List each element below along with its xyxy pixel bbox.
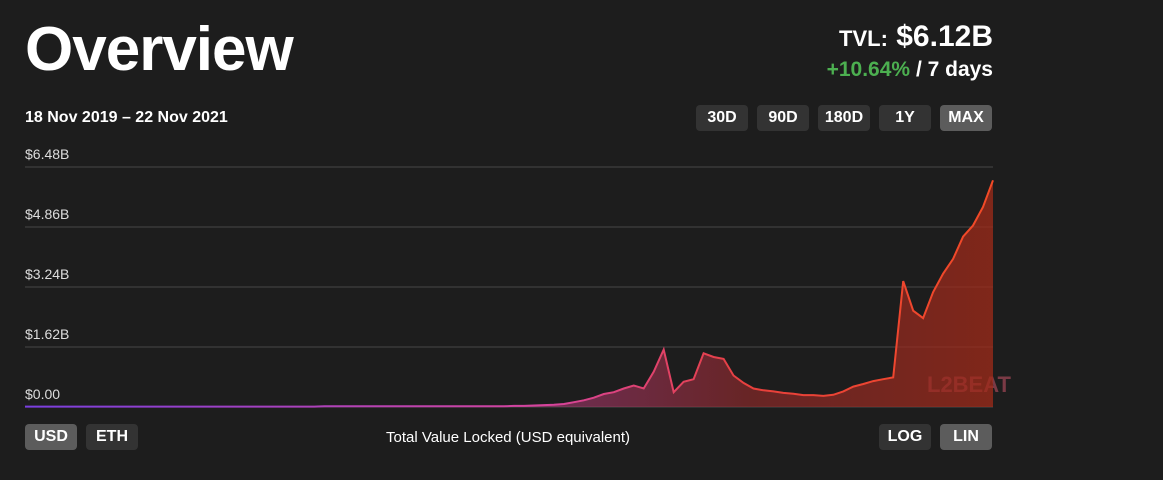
toggle-button[interactable]: LOG [879,424,931,450]
toggle-button[interactable]: MAX [940,105,992,131]
toggle-button[interactable]: 90D [757,105,809,131]
date-range: 18 Nov 2019 – 22 Nov 2021 [25,109,228,126]
y-tick-label: $3.24B [25,266,69,282]
area-line [25,179,994,408]
toggle-button[interactable]: 1Y [879,105,931,131]
change-value: +10.64% [826,58,911,81]
y-tick-label: $0.00 [25,386,60,402]
tvl-label: TVL: [839,26,888,51]
change-period: / 7 days [915,58,993,81]
toggle-button[interactable]: USD [25,424,77,450]
toggle-button[interactable]: 30D [696,105,748,131]
tvl-value: $6.12B [896,20,993,53]
tvl-change: +10.64% / 7 days [827,58,993,82]
page-title: Overview [25,15,294,84]
toggle-button[interactable]: LIN [940,424,992,450]
chart-caption: Total Value Locked (USD equivalent) [385,429,631,446]
area-fill [25,180,993,407]
toggle-button[interactable]: ETH [86,424,138,450]
tvl: TVL: $6.12B [839,20,993,54]
y-tick-label: $1.62B [25,326,69,342]
y-tick-label: $6.48B [25,146,69,162]
toggle-button[interactable]: 180D [818,105,870,131]
y-tick-label: $4.86B [25,206,69,222]
